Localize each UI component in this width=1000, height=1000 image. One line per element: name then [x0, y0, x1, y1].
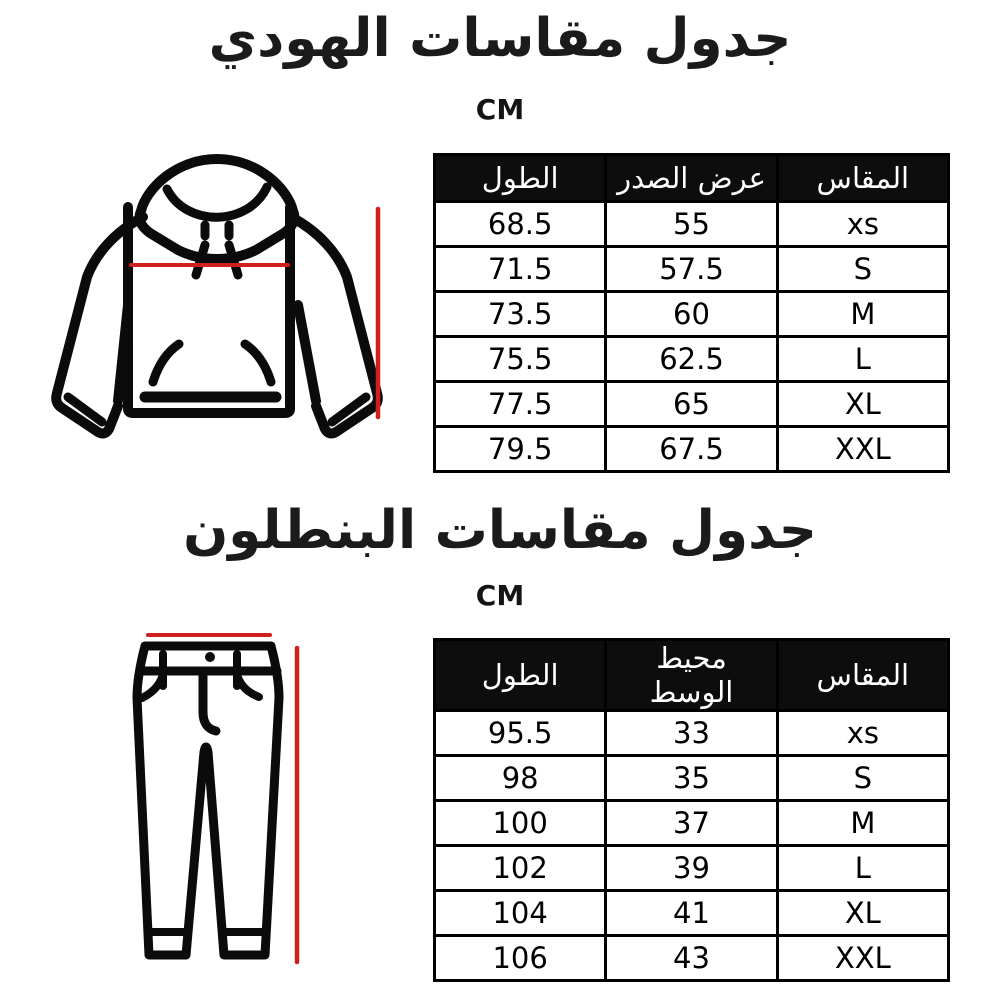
- hoodie-drawstring-left: [191, 220, 210, 280]
- size-cell: M: [775, 799, 951, 847]
- size-row: XL 65 77.5: [432, 380, 951, 428]
- size-cell: xs: [775, 709, 951, 757]
- length-cell: 100: [432, 799, 608, 847]
- size-cell: S: [775, 754, 951, 802]
- pants-unit-label: CM: [475, 579, 525, 612]
- pants-size-table: المقاس محيط الوسط الطول xs 33 95.5 S 35 98 M 37…: [432, 638, 951, 982]
- hoodie-sleeve-right-inner: [293, 300, 321, 406]
- waist-cell: 39: [604, 844, 779, 892]
- length-cell: 104: [432, 889, 608, 937]
- column-header-length: الطول: [432, 153, 608, 203]
- column-header-chest-width: عرض الصدر: [604, 153, 779, 203]
- hoodie-hood-opening: [162, 182, 272, 222]
- hoodie-cuff-right: [327, 392, 371, 427]
- length-cell: 95.5: [432, 709, 608, 757]
- length-cell: 79.5: [432, 425, 608, 473]
- length-cell: 73.5: [432, 290, 608, 338]
- hoodie-pocket-left-edge: [148, 339, 184, 387]
- size-cell: xs: [775, 200, 951, 248]
- hoodie-drawstring-right: [224, 220, 243, 280]
- pants-table-body: xs 33 95.5 S 35 98 M 37 100 L 39 102 XL 41 104 XXL 43 106: [432, 709, 951, 982]
- length-cell: 71.5: [432, 245, 608, 293]
- size-row: M 60 73.5: [432, 290, 951, 338]
- waist-cell: 41: [604, 889, 779, 937]
- chest-width-cell: 65: [604, 380, 779, 428]
- chest-width-cell: 60: [604, 290, 779, 338]
- size-cell: M: [775, 290, 951, 338]
- hoodie-torso: [123, 202, 295, 418]
- size-cell: XL: [775, 380, 951, 428]
- header-row: المقاس محيط الوسط الطول: [432, 638, 951, 712]
- hoodie-section-title: جدول مقاسات الهودي: [208, 8, 792, 69]
- pants-section-title: جدول مقاسات البنطلون: [183, 500, 817, 561]
- waist-cell: 35: [604, 754, 779, 802]
- hoodie-unit-label: CM: [475, 93, 525, 126]
- hoodie-size-table: المقاس عرض الصدر الطول xs 55 68.5 S 57.5 71.5…: [432, 153, 951, 473]
- column-header-waist: محيط الوسط: [604, 638, 779, 712]
- column-header-size: المقاس: [775, 153, 951, 203]
- hoodie-table-body: xs 55 68.5 S 57.5 71.5 M 60 73.5 L 62.5 75.5 XL 65 77.…: [432, 200, 951, 473]
- pants-pocket-left: [138, 666, 168, 702]
- length-cell: 77.5: [432, 380, 608, 428]
- hoodie-table-head: المقاس عرض الصدر الطول: [432, 153, 951, 203]
- size-cell: S: [775, 245, 951, 293]
- size-row: xs 33 95.5: [432, 709, 951, 757]
- size-cell: L: [775, 844, 951, 892]
- length-cell: 102: [432, 844, 608, 892]
- length-cell: 68.5: [432, 200, 608, 248]
- column-header-length: الطول: [432, 638, 608, 712]
- length-cell: 75.5: [432, 335, 608, 383]
- hoodie-icon: [51, 154, 383, 439]
- size-row: S 35 98: [432, 754, 951, 802]
- hoodie-sleeve-left-inner: [113, 300, 133, 406]
- chest-width-cell: 55: [604, 200, 779, 248]
- waist-cell: 43: [604, 934, 779, 982]
- pants-fly-line: [198, 666, 221, 736]
- chest-width-cell: 57.5: [604, 245, 779, 293]
- hoodie-sleeve-left: [51, 212, 148, 439]
- waist-cell: 33: [604, 709, 779, 757]
- hoodie-pocket-right-edge: [240, 339, 276, 387]
- waist-cell: 37: [604, 799, 779, 847]
- pants-button: [205, 652, 215, 662]
- size-cell: L: [775, 335, 951, 383]
- size-row: XXL 43 106: [432, 934, 951, 982]
- size-row: L 39 102: [432, 844, 951, 892]
- size-row: xs 55 68.5: [432, 200, 951, 248]
- size-row: XL 41 104: [432, 889, 951, 937]
- size-row: S 57.5 71.5: [432, 245, 951, 293]
- size-row: M 37 100: [432, 799, 951, 847]
- column-header-size: المقاس: [775, 638, 951, 712]
- chest-width-cell: 62.5: [604, 335, 779, 383]
- size-cell: XL: [775, 889, 951, 937]
- length-cell: 98: [432, 754, 608, 802]
- size-row: XXL 67.5 79.5: [432, 425, 951, 473]
- hoodie-cuff-left: [63, 392, 107, 427]
- pants-pocket-right: [232, 666, 263, 701]
- pants-table-head: المقاس محيط الوسط الطول: [432, 638, 951, 712]
- pants-icon: [132, 633, 300, 965]
- size-row: L 62.5 75.5: [432, 335, 951, 383]
- hoodie-hood-outline: [134, 154, 300, 264]
- size-cell: XXL: [775, 425, 951, 473]
- length-cell: 106: [432, 934, 608, 982]
- header-row: المقاس عرض الصدر الطول: [432, 153, 951, 203]
- size-cell: XXL: [775, 934, 951, 982]
- chest-width-cell: 67.5: [604, 425, 779, 473]
